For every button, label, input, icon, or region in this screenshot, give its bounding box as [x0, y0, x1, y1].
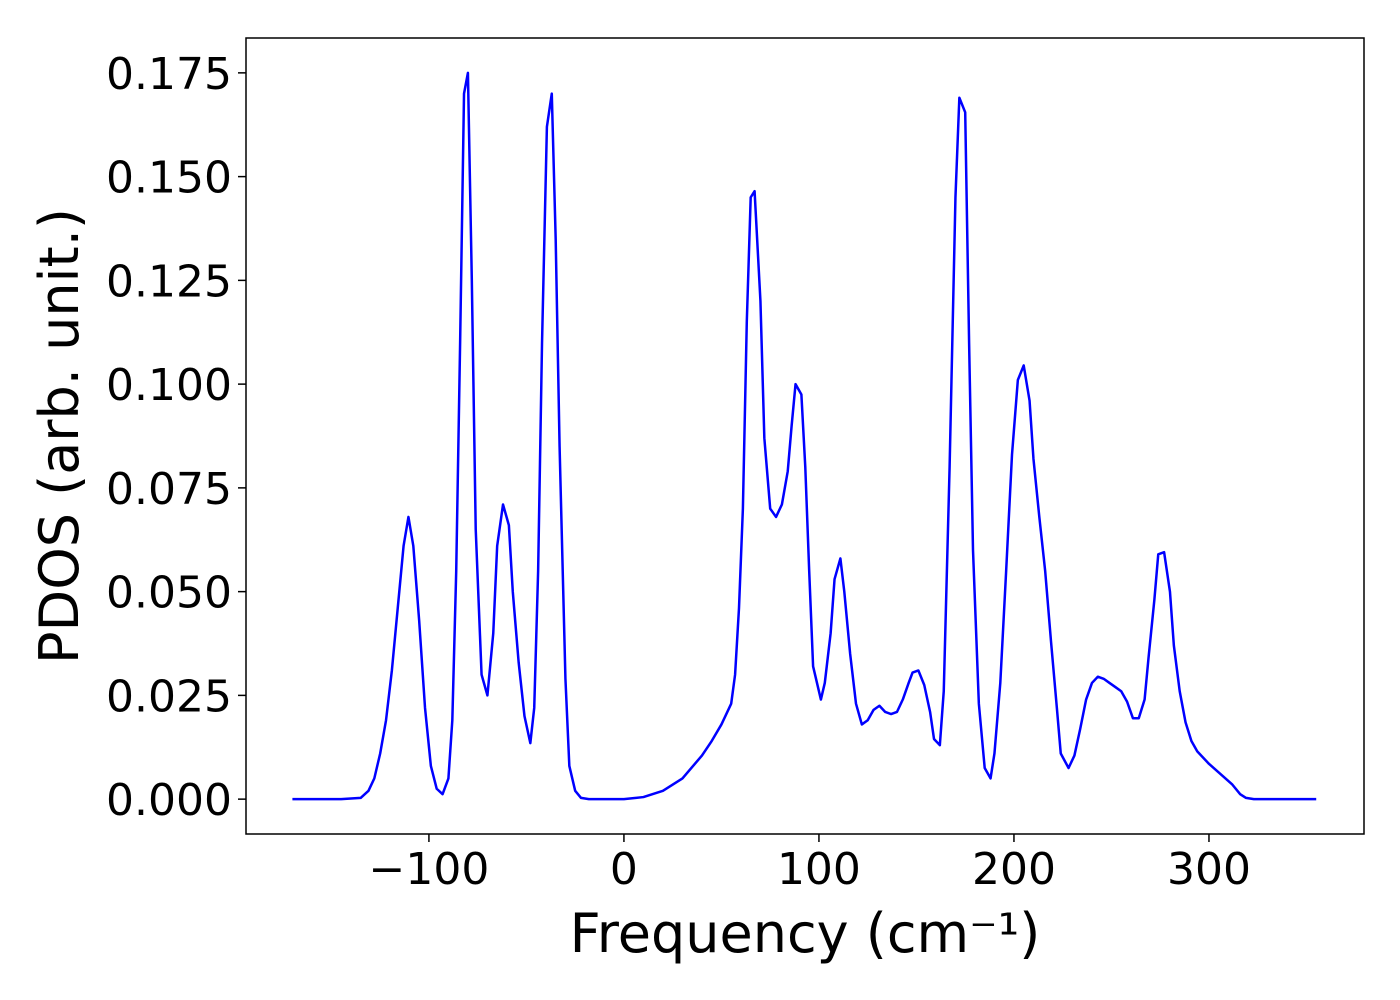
- y-tick-label: 0.050: [106, 568, 232, 619]
- y-axis-label: PDOS (arb. unit.): [28, 208, 91, 664]
- y-tick-label: 0.000: [106, 775, 232, 826]
- x-tick-label: 0: [610, 844, 638, 895]
- x-tick-label: 100: [777, 844, 861, 895]
- y-tick-label: 0.100: [106, 360, 232, 411]
- x-axis-label: Frequency (cm⁻¹): [570, 902, 1041, 965]
- y-tick-label: 0.075: [106, 464, 232, 515]
- y-tick-label: 0.175: [106, 49, 232, 100]
- y-tick-label: 0.125: [106, 256, 232, 307]
- plot-frame: [245, 37, 1365, 835]
- y-tick-label: 0.150: [106, 153, 232, 204]
- x-tick-label: −100: [368, 844, 489, 895]
- line-series: [292, 71, 1317, 801]
- x-tick-label: 300: [1167, 844, 1251, 895]
- y-tick-label: 0.025: [106, 671, 232, 722]
- x-tick-label: 200: [972, 844, 1056, 895]
